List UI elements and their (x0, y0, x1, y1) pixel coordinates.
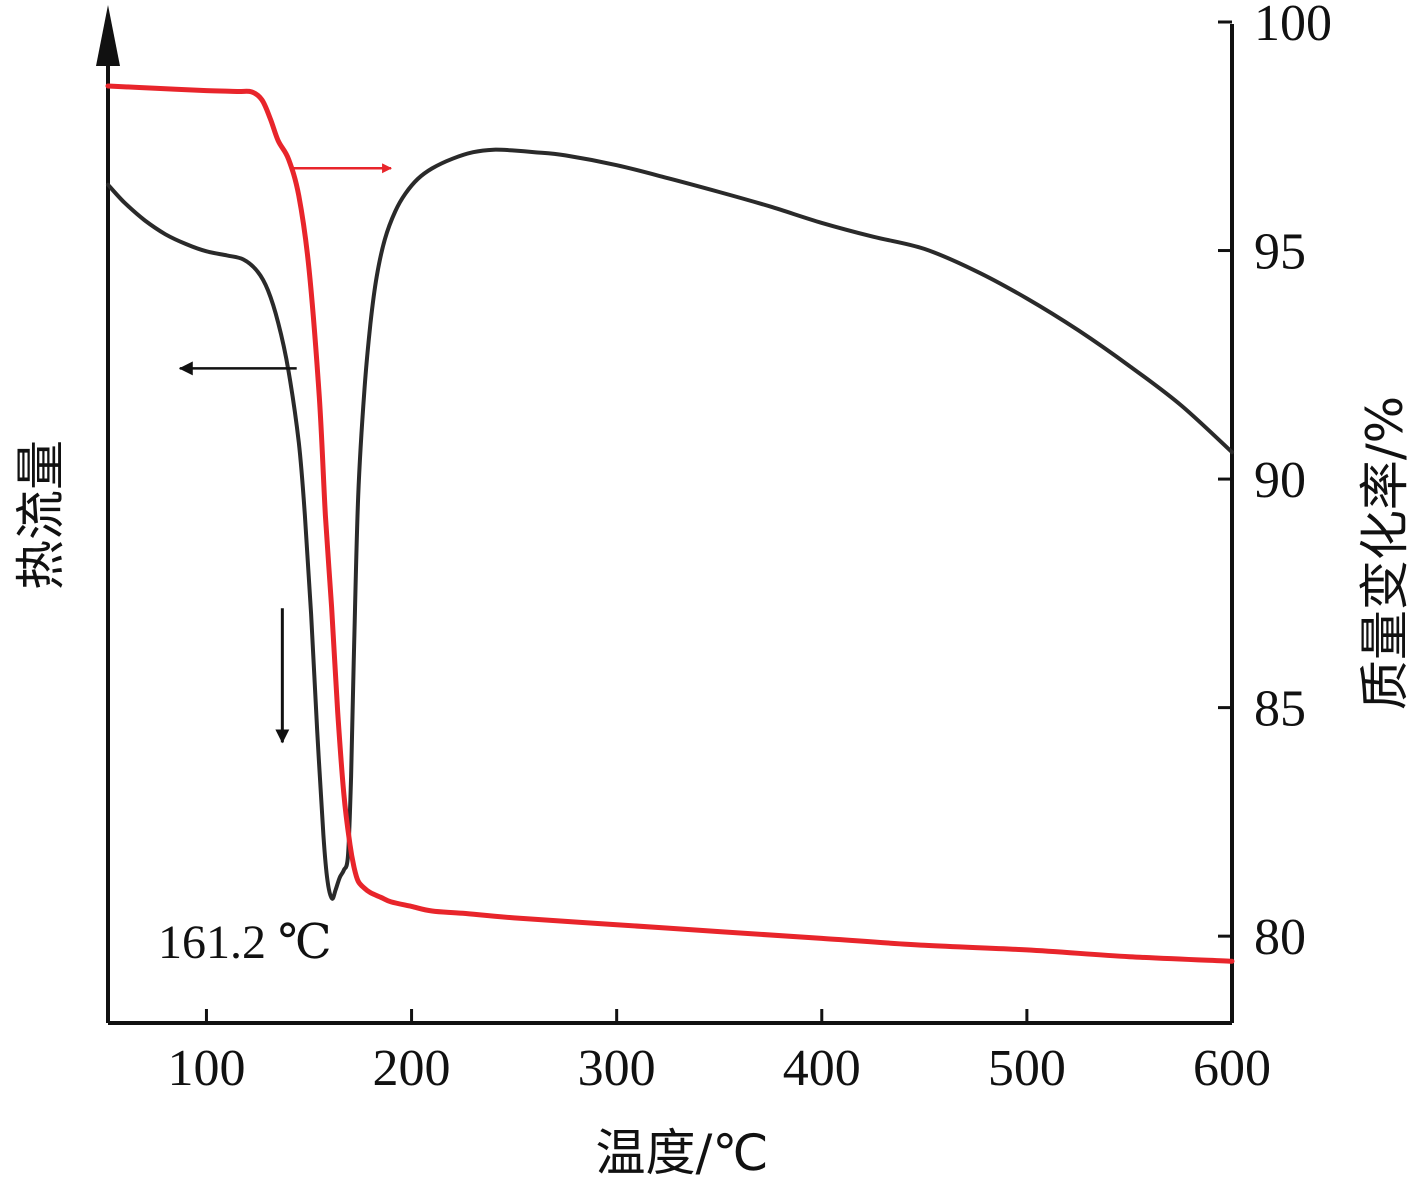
series-layer (105, 83, 1235, 964)
x-tick-label: 100 (167, 1040, 245, 1097)
peak-temperature-annotation: 161.2 ℃ (158, 916, 332, 969)
x-tick-label: 200 (373, 1040, 451, 1097)
y-right-tick-label: 90 (1254, 452, 1306, 509)
y-left-axis-title: 热流量 (12, 440, 70, 590)
y-axis-left-arrow-icon (96, 5, 120, 66)
heat-flow-series-line (106, 147, 1234, 901)
y-right-tick-label: 80 (1254, 909, 1306, 966)
y-right-tick-label: 100 (1254, 0, 1332, 52)
y-right-axis-ticks: 80 85 90 95 100 (1218, 0, 1332, 966)
x-tick-label: 600 (1193, 1040, 1271, 1097)
arrow-layer (178, 163, 393, 744)
x-tick-label: 300 (578, 1040, 656, 1097)
x-axis-ticks: 100 200 300 400 500 600 (167, 1009, 1271, 1097)
mass-change-series-line (105, 83, 1235, 964)
y-right-axis-title: 质量变化率/% (1356, 396, 1414, 710)
x-tick-label: 500 (988, 1040, 1066, 1097)
y-right-tick-label: 85 (1254, 681, 1306, 738)
y-right-tick-label: 95 (1254, 224, 1306, 281)
x-axis-title: 温度/℃ (596, 1124, 769, 1181)
x-tick-label: 400 (783, 1040, 861, 1097)
